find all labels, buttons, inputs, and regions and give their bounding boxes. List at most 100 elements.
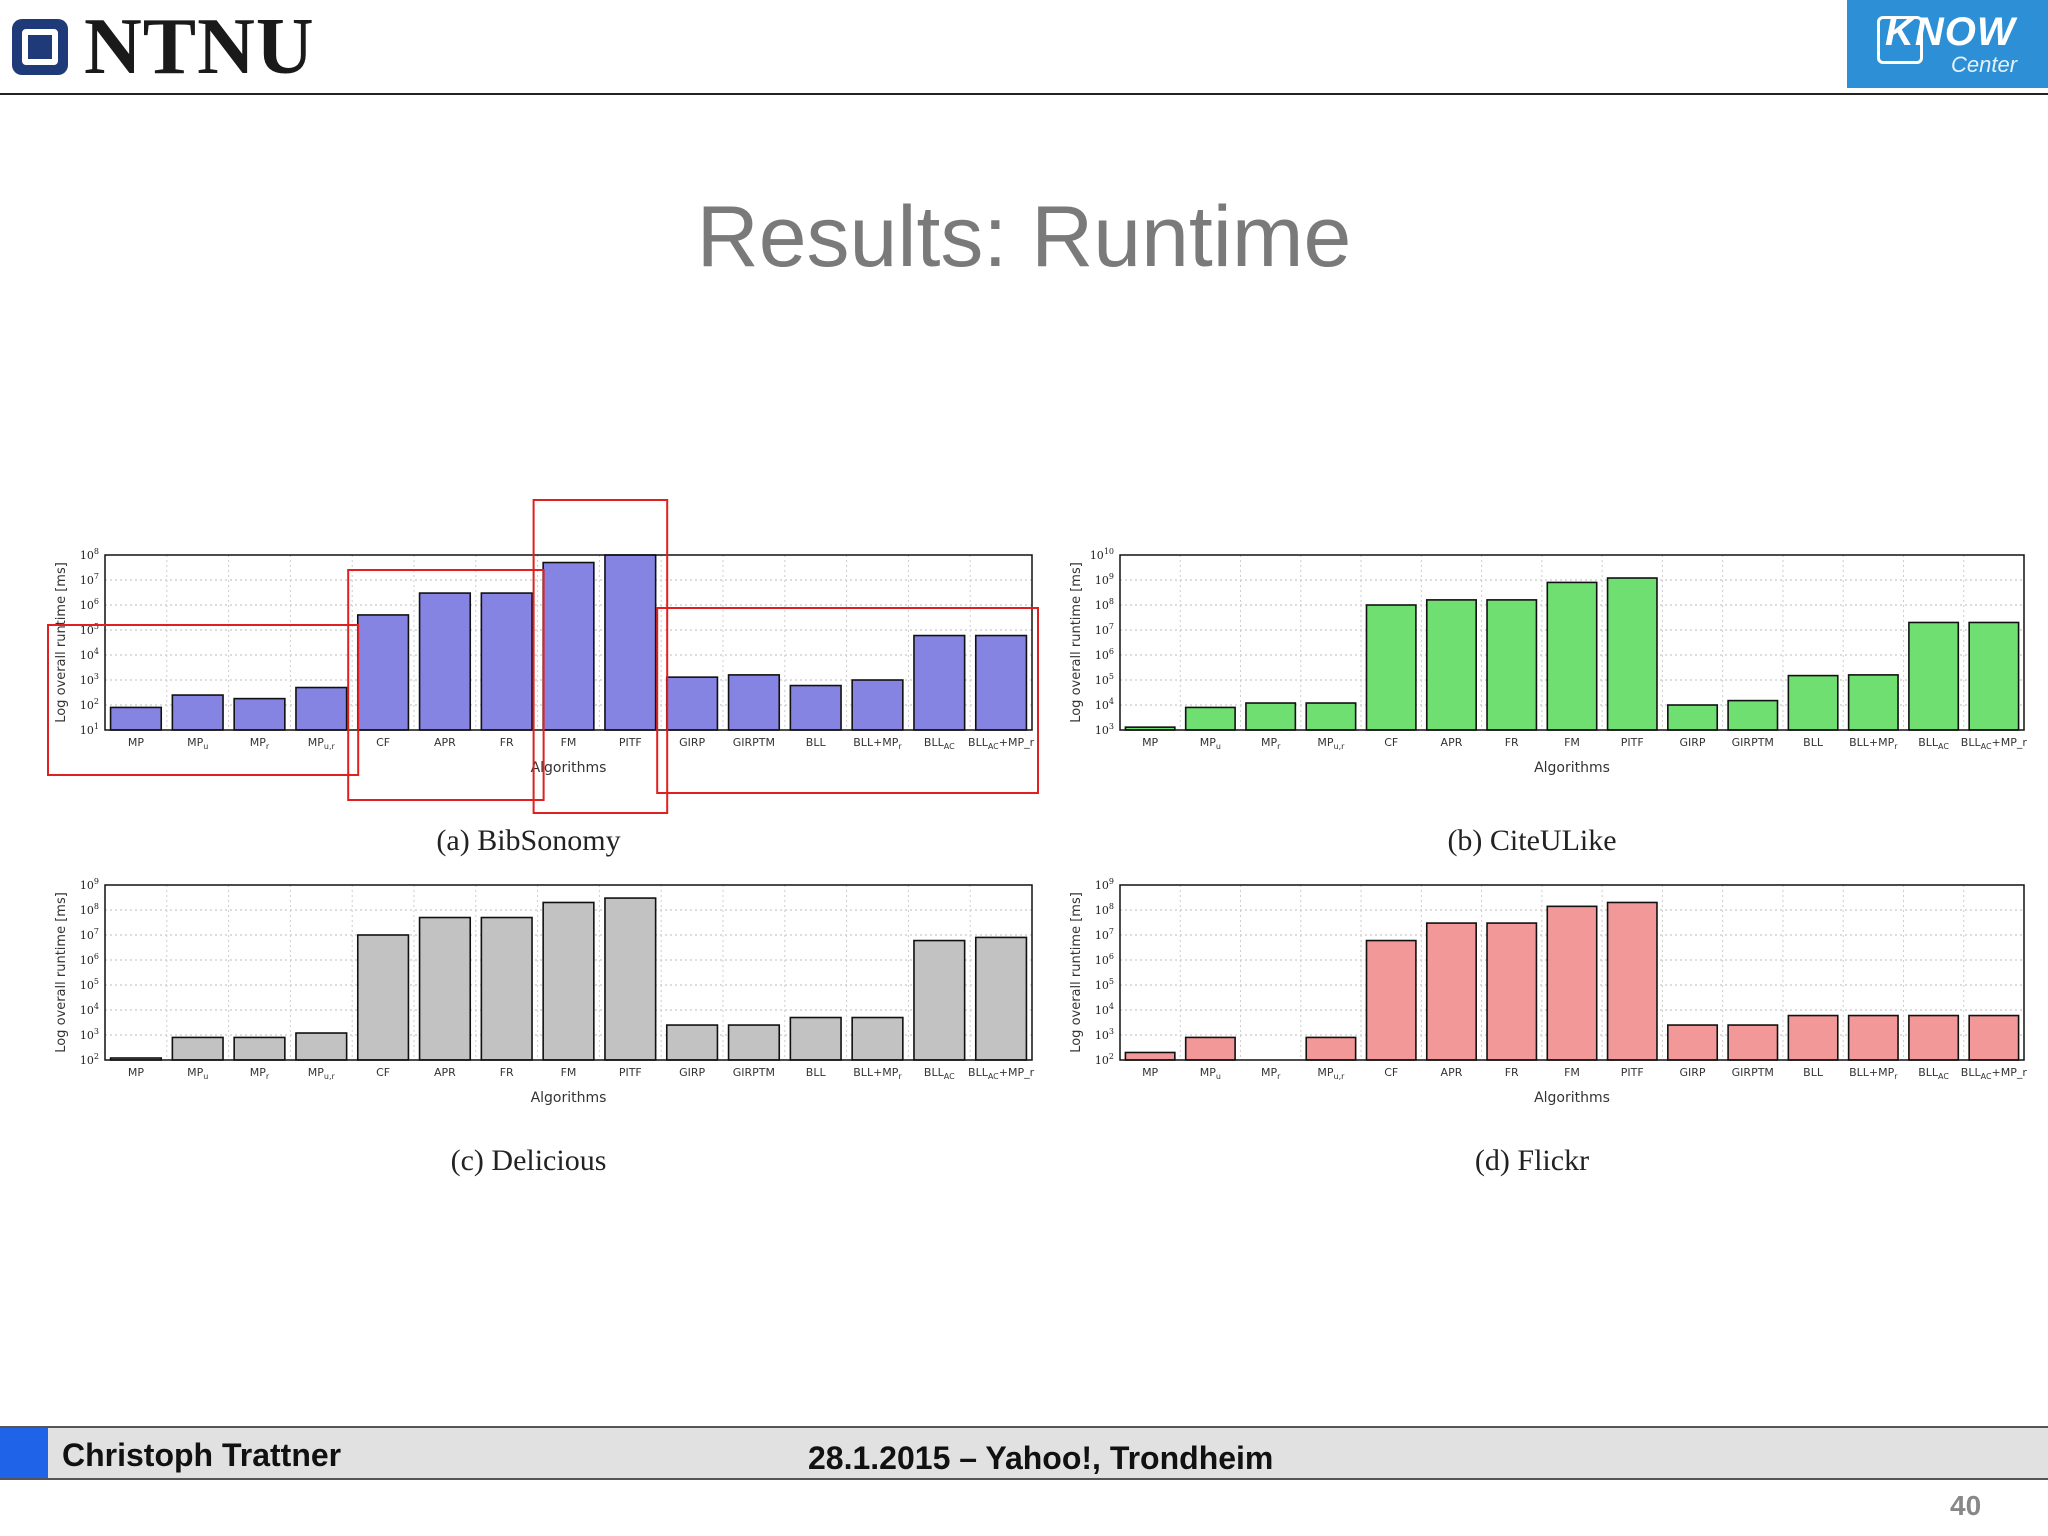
x-tick-label: BLL bbox=[1803, 736, 1824, 749]
bar bbox=[171, 1036, 224, 1061]
bar bbox=[109, 706, 163, 731]
x-tick-label: FR bbox=[500, 1066, 514, 1079]
bar bbox=[356, 934, 410, 1061]
know-logo-sub: Center bbox=[1951, 52, 2018, 77]
x-tick-label: BLLAC+MP_r bbox=[1961, 736, 2028, 751]
x-tick-label: PITF bbox=[1621, 736, 1644, 749]
bar bbox=[1847, 674, 1899, 731]
x-tick-label: GIRP bbox=[1680, 1066, 1706, 1079]
bar bbox=[295, 1032, 348, 1061]
bar bbox=[1305, 702, 1357, 731]
know-logo-word: KNOW bbox=[1885, 10, 2016, 54]
y-tick-label: 109 bbox=[1095, 877, 1114, 892]
y-tick-label: 109 bbox=[80, 877, 99, 892]
y-tick-label: 103 bbox=[80, 672, 99, 687]
ntnu-logo-text: NTNU bbox=[84, 3, 315, 91]
bar bbox=[356, 614, 410, 731]
bar bbox=[604, 897, 657, 1061]
y-tick-label: 102 bbox=[80, 1052, 99, 1067]
plot-frame bbox=[1119, 884, 2025, 1061]
bar bbox=[1606, 577, 1658, 731]
x-tick-label: GIRPTM bbox=[733, 1066, 775, 1079]
y-tick-label: 104 bbox=[1095, 697, 1114, 712]
y-tick-label: 102 bbox=[1095, 1052, 1114, 1067]
y-tick-label: 101 bbox=[80, 722, 99, 737]
y-tick-label: 105 bbox=[1095, 977, 1114, 992]
y-tick-label: 108 bbox=[1095, 597, 1114, 612]
y-tick-label: 104 bbox=[80, 647, 99, 662]
y-tick-label: 104 bbox=[1095, 1002, 1114, 1017]
y-axis-title: Log overall runtime [ms] bbox=[54, 562, 69, 723]
bar bbox=[1667, 1024, 1719, 1061]
x-tick-label: BLL bbox=[806, 736, 827, 749]
y-tick-label: 103 bbox=[1095, 1027, 1114, 1042]
x-axis-title: Algorithms bbox=[1534, 760, 1610, 776]
x-tick-label: CF bbox=[376, 1066, 390, 1079]
x-tick-label: MP bbox=[1142, 736, 1158, 749]
bar bbox=[789, 1016, 842, 1061]
know-center-logo: KNOW Center bbox=[1847, 0, 2048, 88]
bar bbox=[974, 634, 1028, 731]
y-axis-title: Log overall runtime [ms] bbox=[1069, 892, 1084, 1053]
bar bbox=[542, 561, 595, 731]
bar bbox=[604, 554, 657, 731]
bar bbox=[233, 1036, 286, 1061]
x-axis-title: Algorithms bbox=[531, 1090, 607, 1106]
x-tick-label: CF bbox=[1384, 736, 1398, 749]
highlight-box bbox=[47, 624, 360, 776]
y-tick-label: 1010 bbox=[1090, 547, 1114, 562]
x-tick-label: BLLAC bbox=[1918, 1066, 1949, 1081]
page-number: 40 bbox=[1950, 1490, 1982, 1521]
bar bbox=[1968, 1014, 2020, 1061]
bar bbox=[665, 1024, 719, 1061]
chart-caption: (d) Flickr bbox=[1475, 1144, 1589, 1177]
chart-caption: (a) BibSonomy bbox=[436, 824, 620, 857]
x-tick-label: MPu bbox=[1200, 1066, 1221, 1081]
bar bbox=[1425, 922, 1477, 1061]
slide-footer: Christoph Trattner 28.1.2015 – Yahoo!, T… bbox=[0, 1426, 2048, 1480]
ntnu-logo: NTNU bbox=[12, 3, 315, 91]
x-tick-label: BLLAC+MP_r bbox=[1961, 1066, 2028, 1081]
bar bbox=[727, 1024, 781, 1061]
bar bbox=[1365, 939, 1417, 1061]
footer-accent bbox=[0, 1428, 48, 1478]
x-tick-label: APR bbox=[1441, 736, 1463, 749]
x-tick-label: MPu bbox=[187, 736, 208, 751]
y-tick-label: 105 bbox=[1095, 672, 1114, 687]
x-tick-label: FR bbox=[1505, 1066, 1519, 1079]
footer-event: 28.1.2015 – Yahoo!, Trondheim bbox=[808, 1440, 1274, 1476]
x-tick-label: BLL bbox=[806, 1066, 827, 1079]
y-tick-label: 106 bbox=[80, 952, 99, 967]
y-axis-title: Log overall runtime [ms] bbox=[54, 892, 69, 1053]
footer-author: Christoph Trattner bbox=[62, 1437, 342, 1473]
x-tick-label: MPr bbox=[250, 1066, 270, 1081]
x-tick-label: MPu,r bbox=[1317, 1066, 1345, 1081]
bar bbox=[727, 674, 781, 731]
x-tick-label: MPr bbox=[1261, 1066, 1281, 1081]
bar bbox=[1787, 1014, 1839, 1061]
y-tick-label: 107 bbox=[1095, 927, 1114, 942]
x-tick-label: BLLAC+MP_r bbox=[968, 736, 1035, 751]
bar bbox=[1908, 1014, 1960, 1061]
x-tick-label: CF bbox=[376, 736, 390, 749]
x-tick-label: MPr bbox=[1261, 736, 1281, 751]
x-tick-label: PITF bbox=[619, 1066, 642, 1079]
x-tick-label: PITF bbox=[1621, 1066, 1644, 1079]
x-tick-label: APR bbox=[434, 736, 456, 749]
bar bbox=[171, 694, 224, 731]
y-tick-label: 103 bbox=[80, 1027, 99, 1042]
x-tick-label: FM bbox=[561, 736, 577, 749]
bar bbox=[1667, 704, 1719, 731]
x-tick-label: MPu,r bbox=[308, 736, 336, 751]
plot-frame bbox=[1119, 554, 2025, 731]
x-tick-label: MPu bbox=[187, 1066, 208, 1081]
y-tick-label: 105 bbox=[80, 622, 99, 637]
bar bbox=[1546, 581, 1598, 731]
x-axis-title: Algorithms bbox=[1534, 1090, 1610, 1106]
x-tick-label: GIRPTM bbox=[733, 736, 775, 749]
chart-bibsonomy: 101 102 103 104 105 106 107 108 MP MPu MPr MPu,r CF A… bbox=[47, 499, 1039, 857]
x-tick-label: BLLAC+MP_r bbox=[968, 1066, 1035, 1081]
y-tick-label: 103 bbox=[1095, 722, 1114, 737]
ntnu-logo-icon bbox=[12, 19, 68, 75]
bar bbox=[418, 592, 472, 731]
